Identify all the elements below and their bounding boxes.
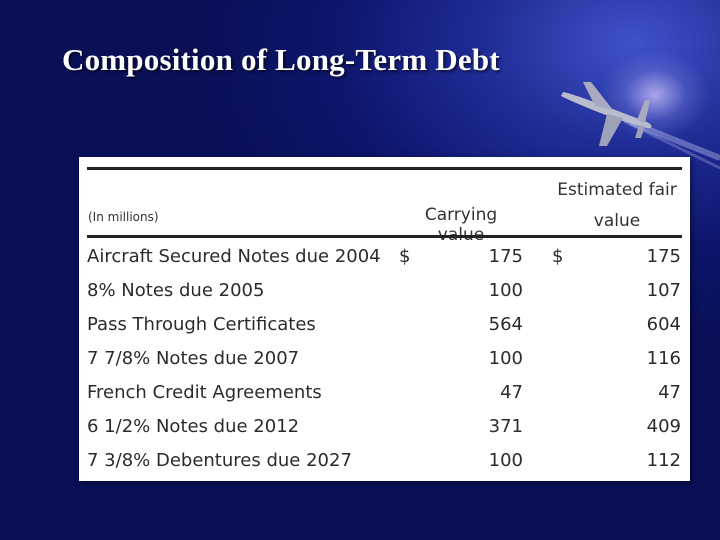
carrying-value: 100 xyxy=(488,348,523,369)
table-row: 6 1/2% Notes due 2012 371 409 xyxy=(79,409,690,443)
row-label: 7 7/8% Notes due 2007 xyxy=(87,348,300,369)
carrying-value: 371 xyxy=(488,416,523,437)
fair-header-line2: value xyxy=(593,211,641,231)
fair-value: 116 xyxy=(646,348,681,369)
carrying-value: 175 xyxy=(488,246,523,267)
table-top-rule xyxy=(87,167,682,170)
fair-value: 175 xyxy=(646,246,681,267)
units-label: (In millions) xyxy=(88,210,159,224)
fair-value: 604 xyxy=(646,314,681,335)
table-row: French Credit Agreements 47 47 xyxy=(79,375,690,409)
row-label: 8% Notes due 2005 xyxy=(87,280,265,301)
row-label: Pass Through Certificates xyxy=(87,314,316,335)
table-row: 8% Notes due 2005 100 107 xyxy=(79,273,690,307)
table-row: Aircraft Secured Notes due 2004 $ 175 $ … xyxy=(79,239,690,273)
row-label: Aircraft Secured Notes due 2004 xyxy=(87,246,381,267)
fair-value: 112 xyxy=(646,450,681,471)
column-header-fair-value: Estimated fair value xyxy=(552,175,682,237)
table-row: Pass Through Certificates 564 604 xyxy=(79,307,690,341)
table-row: 7 3/8% Debentures due 2027 100 112 xyxy=(79,443,690,477)
table-row: 7 7/8% Notes due 2007 100 116 xyxy=(79,341,690,375)
fair-currency: $ xyxy=(552,246,564,267)
debt-table: Estimated fair value (In millions) Carry… xyxy=(79,157,690,481)
fair-value: 409 xyxy=(646,416,681,437)
carrying-value: 100 xyxy=(488,280,523,301)
airplane-icon xyxy=(561,82,720,170)
row-label: 6 1/2% Notes due 2012 xyxy=(87,416,300,437)
carrying-value: 100 xyxy=(488,450,523,471)
fair-value: 47 xyxy=(658,382,681,403)
carrying-value: 564 xyxy=(488,314,523,335)
fair-header-line1: Estimated fair xyxy=(557,180,677,200)
carrying-value: 47 xyxy=(500,382,523,403)
fair-value: 107 xyxy=(646,280,681,301)
table-header-rule xyxy=(87,235,682,238)
row-label: 7 3/8% Debentures due 2027 xyxy=(87,450,352,471)
row-label: French Credit Agreements xyxy=(87,382,322,403)
carrying-currency: $ xyxy=(399,246,411,267)
slide-title: Composition of Long-Term Debt xyxy=(62,42,500,77)
